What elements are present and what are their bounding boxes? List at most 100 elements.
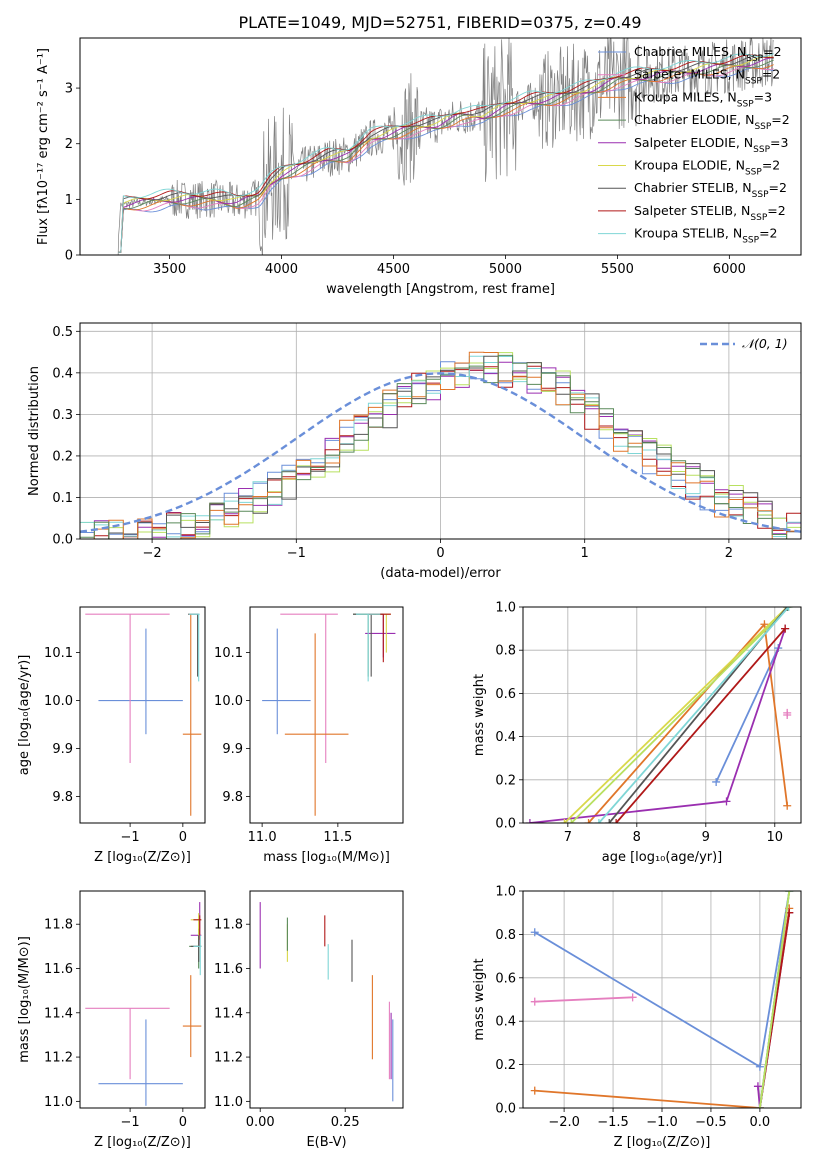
x-tick-label: −1.5 — [597, 1115, 629, 1130]
age-vs-mass-panel: 11.0 11.5 9.8 9.9 10.0 10.1 mass [log₁₀(M/M⊙)] — [214, 606, 404, 865]
axes-frame — [79, 322, 802, 540]
x-tick-label: −0.5 — [695, 1115, 727, 1130]
plus-marker — [712, 777, 721, 786]
axes-frame — [79, 606, 206, 824]
x-tick-label: 11.0 — [248, 830, 277, 845]
histogram-step-line — [80, 365, 801, 539]
x-tick-label: 7 — [564, 830, 572, 845]
axes-frame — [522, 606, 802, 824]
y-tick-label: 0.2 — [495, 1058, 516, 1073]
mass-vs-extinction-panel-plot-area — [259, 902, 394, 1102]
y-tick-label: 0.1 — [52, 491, 73, 506]
x-tick-label: 0.00 — [246, 1115, 275, 1130]
x-tick-label: 4500 — [377, 262, 410, 277]
x-axis-label: Z [log₁₀(Z/Z⊙)] — [94, 850, 191, 865]
histogram-step-line — [80, 351, 801, 539]
axes-frame — [79, 890, 206, 1109]
x-tick-label: 3500 — [153, 262, 186, 277]
y-tick-label: 0.5 — [52, 325, 73, 340]
plus-marker — [560, 819, 569, 823]
x-tick-label: 0.25 — [331, 1115, 360, 1130]
plus-marker — [530, 1086, 539, 1095]
legend-label: Salpeter STELIB, NSSP=2 — [634, 203, 786, 223]
legend-label: Chabrier MILES, NSSP=2 — [634, 44, 782, 64]
y-tick-label: 10.0 — [214, 694, 243, 709]
x-tick-label: −1.0 — [646, 1115, 678, 1130]
series-line — [570, 607, 790, 823]
spectrum-panel: 3500 4000 4500 5000 5500 6000 0 1 2 3 wavelength [… — [36, 37, 802, 297]
plus-marker — [785, 891, 794, 895]
y-tick-label: 10.1 — [214, 646, 243, 661]
histogram-plot-area — [80, 351, 801, 539]
histogram-step-line — [80, 355, 801, 539]
x-tick-label: 0 — [436, 546, 444, 561]
legend-label: 𝒩(0, 1) — [742, 336, 788, 351]
legend-label: Salpeter MILES, NSSP=2 — [634, 67, 780, 87]
x-tick-label: 10 — [767, 830, 784, 845]
mass-weight-vs-metallicity-panel: −2.0 −1.5 −1.0 −0.5 0.0 0.0 0.2 0.4 0.6 0.8 1.0 Z [… — [472, 885, 802, 1150]
y-tick-label: 1.0 — [495, 601, 516, 616]
axes-frame — [522, 890, 802, 1109]
axes-frame — [249, 606, 404, 824]
plus-marker — [567, 819, 576, 823]
plus-marker — [628, 993, 637, 1002]
y-tick-label: 11.8 — [44, 918, 73, 933]
plus-marker — [755, 1062, 764, 1071]
mass-weight-vs-age-panel-plot-area — [525, 607, 793, 823]
y-tick-label: 9.8 — [222, 790, 243, 805]
legend-label: Chabrier ELODIE, NSSP=2 — [634, 112, 790, 132]
y-tick-label: 9.8 — [52, 790, 73, 805]
y-tick-label: 0.6 — [495, 971, 516, 986]
age-vs-metallicity-panel-plot-area — [85, 613, 202, 816]
histogram-step-line — [80, 361, 801, 539]
y-tick-label: 0.8 — [495, 644, 516, 659]
mass-weight-vs-metallicity-panel-plot-area — [530, 891, 794, 1108]
plus-marker — [783, 801, 792, 810]
x-tick-label: 0 — [179, 830, 187, 845]
y-tick-label: 11.4 — [44, 1006, 73, 1021]
plus-marker — [584, 819, 593, 823]
mass-vs-metallicity-panel: −1 0 11.0 11.2 11.4 11.6 11.8 Z [log₁₀(Z/Z⊙)] ma… — [17, 890, 206, 1150]
plus-marker — [594, 819, 603, 823]
x-tick-label: −1 — [121, 830, 140, 845]
series-line — [715, 647, 780, 783]
y-tick-label: 2 — [65, 137, 73, 152]
x-axis-label: wavelength [Angstrom, rest frame] — [326, 282, 555, 297]
x-tick-label: 2 — [725, 546, 733, 561]
y-tick-label: 0 — [65, 249, 73, 264]
x-axis-label: (data-model)/error — [380, 566, 501, 581]
y-tick-label: 0.0 — [52, 533, 73, 548]
y-tick-label: 0.4 — [52, 366, 73, 381]
histogram-step-line — [80, 352, 801, 539]
legend-label: Kroupa ELODIE, NSSP=2 — [634, 158, 780, 178]
y-tick-label: 0.2 — [495, 773, 516, 788]
x-tick-label: 6000 — [713, 262, 746, 277]
age-vs-metallicity-panel: −1 0 9.8 9.9 10.0 10.1 Z [log₁₀(Z/Z⊙)] age [log… — [17, 606, 206, 865]
y-tick-label: 11.2 — [44, 1051, 73, 1066]
x-tick-label: −1 — [121, 1115, 140, 1130]
plus-marker — [530, 928, 539, 937]
legend-label: Salpeter ELODIE, NSSP=3 — [634, 135, 788, 155]
mass-vs-extinction-panel: 0.00 0.25 11.0 11.2 11.4 11.6 11.8 E(B-V) — [214, 890, 404, 1150]
axes-frame — [249, 890, 404, 1109]
plus-marker — [753, 1082, 762, 1091]
plus-marker — [605, 819, 614, 823]
x-tick-label: 1 — [581, 546, 589, 561]
model-spectrum-line — [118, 57, 774, 253]
y-tick-label: 0.4 — [495, 730, 516, 745]
figure-title: PLATE=1049, MJD=52751, FIBERID=0375, z=0… — [238, 13, 641, 32]
plus-marker — [783, 708, 792, 717]
y-axis-label: mass [log₁₀(M/M⊙)] — [17, 936, 32, 1063]
normal-distribution-curve — [80, 372, 801, 533]
x-axis-label: mass [log₁₀(M/M⊙)] — [263, 850, 390, 865]
plus-marker — [755, 1104, 764, 1108]
y-tick-label: 0.2 — [52, 449, 73, 464]
series-line — [615, 628, 786, 823]
model-spectrum-line — [118, 53, 774, 253]
y-tick-label: 1 — [65, 193, 73, 208]
x-axis-label: Z [log₁₀(Z/Z⊙)] — [94, 1135, 191, 1150]
legend-label: Kroupa MILES, NSSP=3 — [634, 89, 772, 109]
mass-weight-vs-age-panel: 7 8 9 10 0.0 0.2 0.4 0.6 0.8 1.0 age [log₁₀(age/yr… — [472, 601, 802, 865]
histogram-step-line — [80, 354, 801, 539]
